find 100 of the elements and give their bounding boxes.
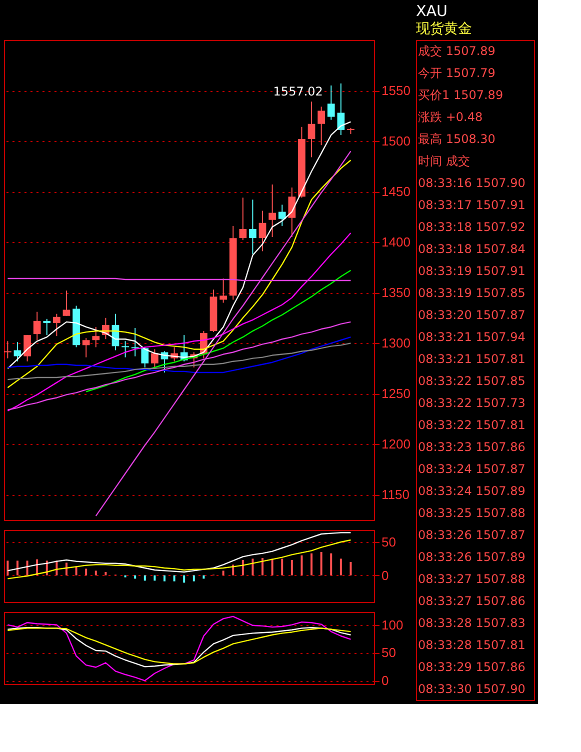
text: 08:33:28 1507.81 [418, 638, 526, 652]
candlestick [24, 334, 31, 362]
annotation: 1557.02 [273, 84, 323, 98]
candlestick [327, 84, 335, 120]
line-series [7, 342, 352, 380]
candlestick [131, 328, 139, 357]
bar [85, 568, 88, 576]
text: 08:33:26 1507.89 [418, 550, 526, 564]
candlestick [33, 311, 41, 341]
text: 时间 成交 [418, 154, 470, 168]
text: 成交 1507.89 [418, 44, 496, 58]
y-tick-label: 1550 [382, 83, 410, 98]
text: 08:33:21 1507.94 [418, 330, 526, 344]
y-tick-label: 50 [382, 534, 396, 550]
text: 今开 1507.79 [418, 66, 496, 80]
line-series [7, 532, 352, 573]
candlestick [249, 199, 256, 255]
text: 08:33:25 1507.88 [418, 506, 526, 520]
candlestick [82, 338, 90, 358]
bar [16, 560, 18, 576]
bar [330, 553, 332, 576]
bar [262, 558, 264, 576]
bar [173, 575, 176, 582]
bar [340, 558, 342, 576]
text: 最高 1508.30 [418, 132, 496, 146]
bar [94, 570, 97, 576]
candlestick [122, 340, 129, 358]
candlestick [43, 318, 51, 336]
candlestick [337, 82, 345, 136]
text: 买价1 1507.89 [418, 88, 504, 102]
y-tick-label: 1350 [382, 285, 410, 300]
bar [290, 560, 293, 576]
text: 08:33:22 1507.81 [418, 418, 526, 432]
line-series [7, 616, 352, 682]
bar [163, 575, 166, 582]
text: 08:33:19 1507.85 [418, 286, 526, 300]
candlestick [308, 101, 316, 158]
bar [310, 553, 313, 576]
bar [242, 560, 244, 576]
bar [281, 558, 284, 576]
candlestick [151, 348, 158, 369]
text: 08:33:27 1507.88 [418, 572, 526, 586]
candlestick [92, 326, 100, 348]
y-tick-label: 1450 [382, 184, 410, 200]
y-tick-label: 1300 [382, 336, 410, 351]
bar [350, 562, 352, 576]
candlestick [53, 313, 60, 337]
bar [6, 560, 9, 576]
line-series [7, 539, 352, 580]
bar [75, 566, 78, 576]
bar [104, 572, 107, 576]
bar [154, 575, 156, 581]
text: 08:33:26 1507.87 [418, 528, 526, 542]
text: 08:33:17 1507.91 [418, 198, 526, 212]
text: 08:33:27 1507.86 [418, 594, 526, 608]
text: 08:33:18 1507.84 [418, 242, 526, 256]
text: 08:33:18 1507.92 [418, 220, 526, 234]
candlestick [278, 204, 286, 226]
text: 08:33:28 1507.83 [418, 616, 526, 630]
text: 08:33:21 1507.81 [418, 352, 526, 366]
line-series [7, 336, 352, 374]
text: 08:33:16 1507.90 [418, 176, 526, 190]
bar [252, 558, 254, 576]
text: 08:33:20 1507.87 [418, 308, 526, 322]
text: 08:33:23 1507.86 [418, 440, 526, 454]
y-tick-label: 100 [382, 617, 404, 632]
candlestick [220, 278, 227, 304]
y-tick-label: 1200 [382, 436, 410, 452]
text: 08:33:22 1507.85 [418, 374, 526, 388]
text: 08:33:24 1507.89 [418, 484, 526, 498]
y-tick-label: 1250 [382, 386, 410, 402]
candlestick [268, 184, 276, 238]
bar [271, 558, 274, 576]
bar [26, 560, 28, 576]
candlestick [239, 197, 247, 241]
bar [320, 552, 322, 576]
text: 现货黄金 [416, 21, 472, 37]
text: 涨跌 +0.48 [418, 110, 483, 124]
y-tick-label: 50 [382, 645, 396, 660]
candlestick [258, 210, 266, 252]
bar [65, 562, 68, 576]
y-tick-label: 0 [382, 568, 389, 583]
bar [222, 570, 224, 576]
text: 08:33:22 1507.73 [418, 396, 526, 410]
y-tick-label: 1400 [382, 234, 410, 250]
line-series [85, 270, 352, 392]
candlestick [62, 290, 70, 316]
bar [144, 575, 146, 581]
bar [300, 555, 303, 576]
bar [183, 575, 186, 583]
text: XAU [416, 2, 448, 20]
y-tick-label: 1150 [382, 487, 410, 502]
candlestick [318, 106, 325, 146]
bar [192, 575, 195, 582]
text: 08:33:24 1507.87 [418, 462, 526, 476]
candlestick [288, 187, 296, 238]
text: 08:33:30 1507.90 [418, 682, 526, 696]
line-series [7, 160, 352, 388]
line-series [7, 232, 352, 412]
candlestick [4, 340, 12, 359]
